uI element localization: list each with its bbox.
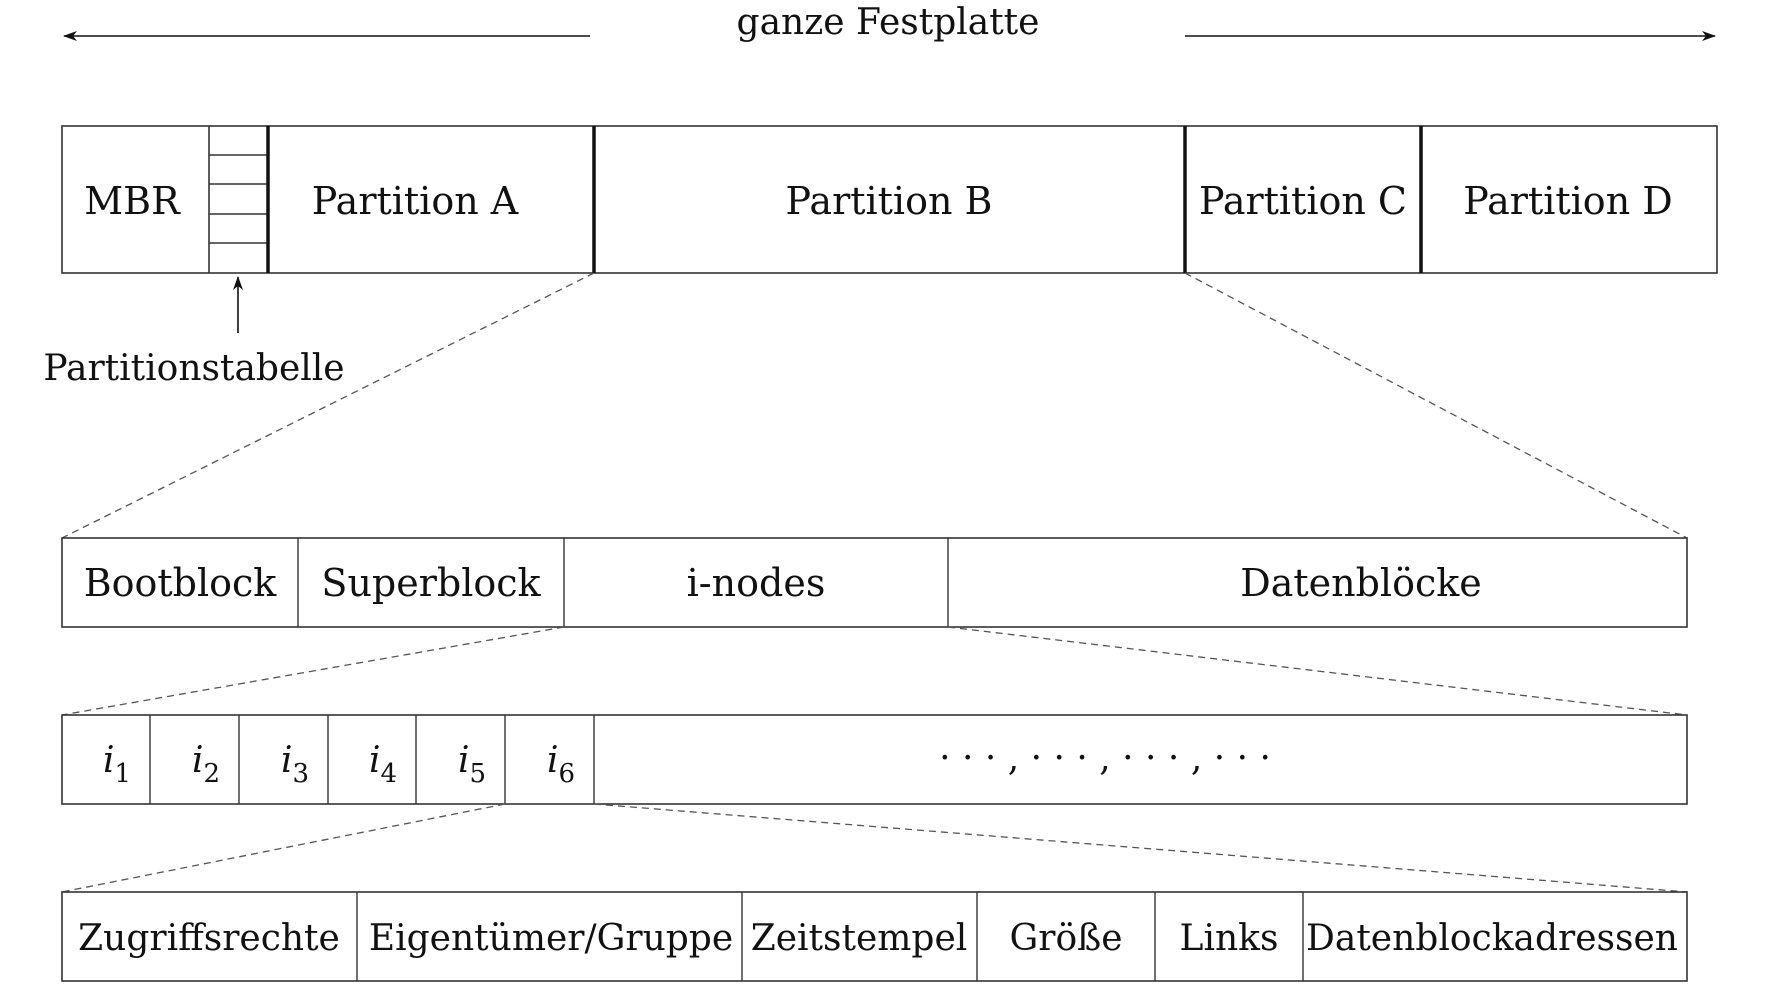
superblock-label: Superblock [321,561,541,605]
field-owner-group: Eigentümer/Gruppe [369,918,733,959]
inode-6-label: i6 [547,740,575,789]
mbr-label: MBR [84,179,181,223]
disk-row [61,125,1718,274]
inode-row [61,714,1688,805]
inode-5-index: 5 [469,759,486,789]
inode-ellipsis: · · · , · · · , · · · , · · · [939,738,1271,779]
field-access-rights: Zugriffsrechte [78,918,340,959]
inode-fields-row [61,891,1688,982]
datablocks-label: Datenblöcke [1240,561,1482,605]
disk-label: ganze Festplatte [737,2,1040,43]
inode-2-index: 2 [203,759,220,789]
partition-table-label: Partitionstabelle [43,348,344,389]
field-data-block-addresses: Datenblockadressen [1306,918,1678,959]
partition-a-label: Partition A [312,179,519,223]
inode-4-label: i4 [369,740,397,789]
field-timestamp: Zeitstempel [751,918,968,959]
zoom-line-i5-left [61,803,506,893]
inode-6-index: 6 [558,759,575,789]
inode-1-index: 1 [114,759,131,789]
filesystem-row [61,537,1688,628]
partition-d-label: Partition D [1463,179,1672,223]
zoom-line-i5-right [593,803,1688,893]
partition-c-label: Partition C [1199,179,1407,223]
inode-3-label: i3 [281,740,309,789]
partition-b-label: Partition B [786,179,993,223]
inode-5-label: i5 [458,740,486,789]
inode-3-index: 3 [292,759,309,789]
zoom-line-b-left [61,272,595,539]
bootblock-label: Bootblock [84,561,278,605]
zoom-line-inodes-right [947,626,1688,716]
field-links: Links [1180,918,1279,959]
zoom-line-inodes-left [61,626,565,716]
field-size: Größe [1010,918,1123,959]
inode-2-label: i2 [192,740,220,789]
inode-4-index: 4 [380,759,397,789]
inode-1-label: i1 [103,740,131,789]
zoom-line-b-right [1184,272,1688,539]
inodes-label: i-nodes [687,561,826,605]
